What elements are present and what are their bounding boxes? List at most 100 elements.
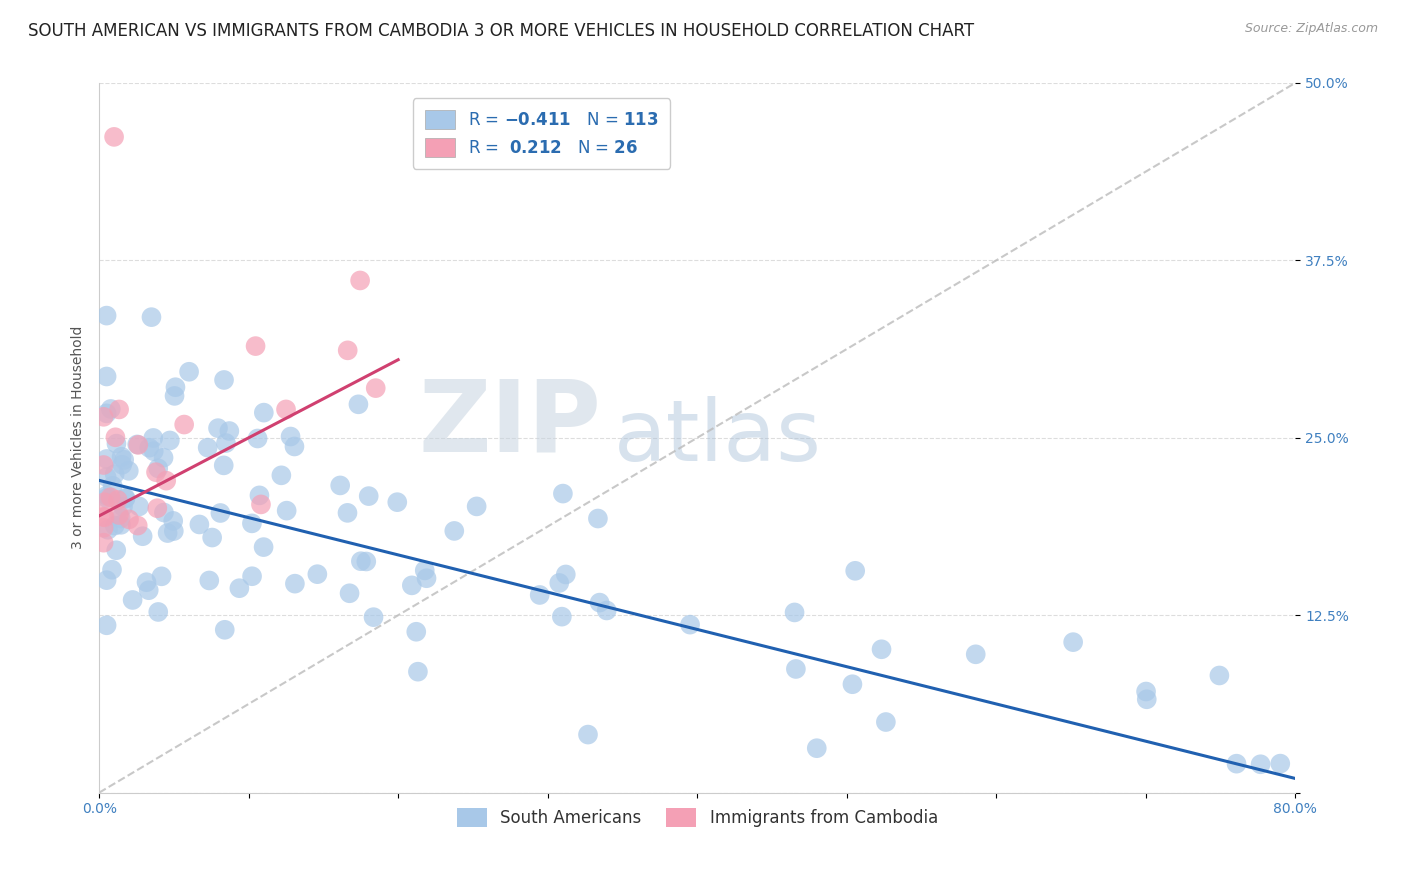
Point [214,623,236,637]
Point [679,617,702,632]
Point [965,648,987,662]
Point [252,540,274,554]
Point [107,492,129,507]
Point [249,488,271,502]
Point [96,489,118,503]
Point [1208,668,1230,682]
Point [783,606,806,620]
Point [97,523,120,537]
Point [218,424,240,438]
Point [197,441,219,455]
Point [135,575,157,590]
Point [548,576,571,591]
Point [350,554,373,568]
Point [413,563,436,577]
Point [173,417,195,432]
Point [138,441,160,455]
Point [551,486,574,500]
Point [1225,756,1247,771]
Point [276,503,298,517]
Point [104,518,127,533]
Point [177,365,200,379]
Point [127,438,149,452]
Point [554,567,576,582]
Point [146,501,169,516]
Point [142,444,165,458]
Point [100,401,122,416]
Point [148,461,170,475]
Point [93,409,115,424]
Point [96,491,118,505]
Point [406,665,429,679]
Point [307,567,329,582]
Text: SOUTH AMERICAN VS IMMIGRANTS FROM CAMBODIA 3 OR MORE VEHICLES IN HOUSEHOLD CORRE: SOUTH AMERICAN VS IMMIGRANTS FROM CAMBOD… [28,22,974,40]
Y-axis label: 3 or more Vehicles in Household: 3 or more Vehicles in Household [72,326,86,549]
Point [207,421,229,435]
Point [96,369,118,384]
Point [148,605,170,619]
Point [118,512,141,526]
Point [1270,756,1292,771]
Point [96,470,118,484]
Point [415,571,437,585]
Point [152,450,174,465]
Point [138,583,160,598]
Legend: South Americans, Immigrants from Cambodia: South Americans, Immigrants from Cambodi… [450,801,945,834]
Point [246,432,269,446]
Point [127,437,149,451]
Point [270,468,292,483]
Point [163,524,186,538]
Point [785,662,807,676]
Point [93,458,115,472]
Point [588,596,610,610]
Point [870,642,893,657]
Point [347,397,370,411]
Point [93,495,115,509]
Point [336,506,359,520]
Point [165,380,187,394]
Point [274,402,297,417]
Point [96,573,118,587]
Point [212,373,235,387]
Point [245,339,267,353]
Point [141,310,163,325]
Point [110,450,132,464]
Point [280,429,302,443]
Point [844,564,866,578]
Point [112,500,135,514]
Point [1062,635,1084,649]
Point [128,500,150,514]
Point [529,588,551,602]
Point [465,500,488,514]
Point [443,524,465,538]
Point [100,490,122,504]
Point [114,491,136,506]
Point [228,581,250,595]
Point [101,563,124,577]
Point [118,464,141,478]
Point [212,458,235,473]
Point [576,728,599,742]
Point [153,506,176,520]
Point [363,610,385,624]
Point [93,510,115,524]
Point [209,506,232,520]
Point [240,516,263,531]
Point [104,430,127,444]
Point [841,677,863,691]
Point [1136,692,1159,706]
Point [586,511,609,525]
Point [114,491,136,505]
Point [93,535,115,549]
Point [1135,684,1157,698]
Point [198,574,221,588]
Point [284,576,307,591]
Point [329,478,352,492]
Point [349,273,371,287]
Point [111,458,134,472]
Point [145,465,167,479]
Point [162,514,184,528]
Text: Source: ZipAtlas.com: Source: ZipAtlas.com [1244,22,1378,36]
Text: atlas: atlas [613,396,821,479]
Point [110,517,132,532]
